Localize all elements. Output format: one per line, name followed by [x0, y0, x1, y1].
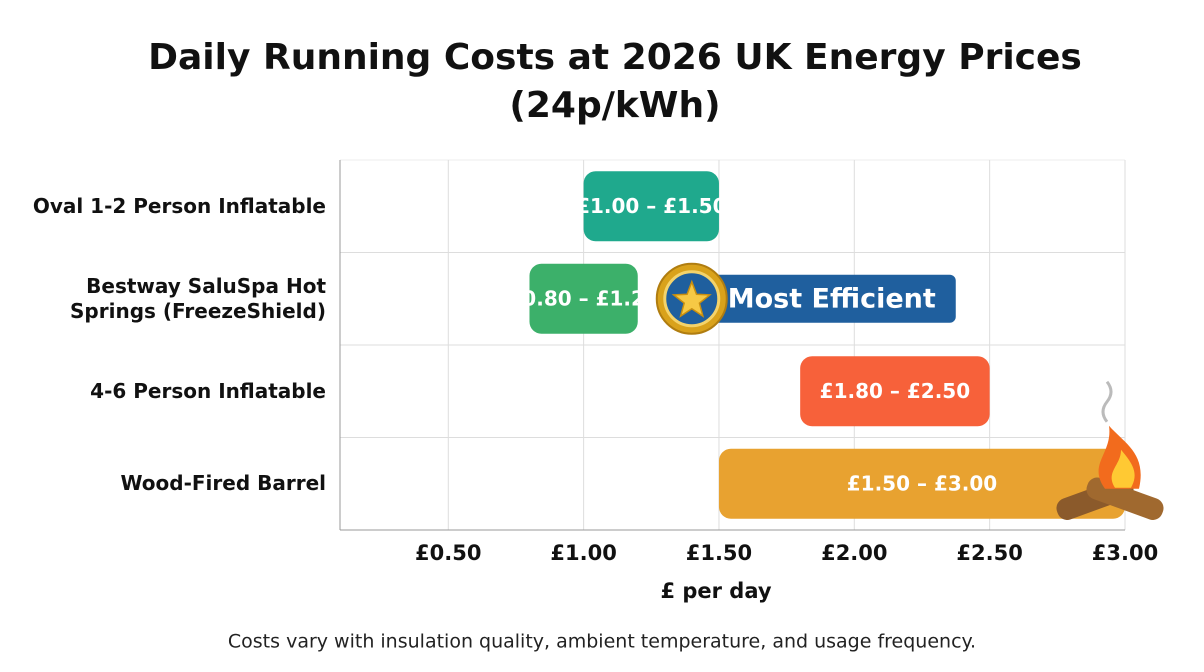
- x-tick-label: £1.50: [686, 541, 752, 565]
- annotation-box: [691, 274, 956, 323]
- annotation: Most Efficient: [728, 283, 936, 314]
- x-tick-label: £0.50: [415, 541, 481, 565]
- bar: [529, 263, 638, 334]
- x-axis-label: £ per day: [660, 579, 771, 603]
- value-label: £1.50 – £3.00: [847, 471, 997, 495]
- bar: [800, 356, 990, 427]
- flame-icon: [1111, 449, 1135, 488]
- value-label: £0.80 – £1.20: [508, 286, 658, 310]
- chart-title: Daily Running Costs at 2026 UK Energy Pr…: [148, 37, 1082, 126]
- value-label: £1.00 – £1.50: [576, 194, 726, 218]
- bar: [718, 448, 1125, 519]
- bar: [583, 171, 719, 242]
- footnote: Costs vary with insulation quality, ambi…: [228, 631, 976, 653]
- x-tick-label: £2.50: [956, 541, 1022, 565]
- y-tick-label: 4-6 Person Inflatable: [90, 378, 326, 403]
- value-label: £1.80 – £2.50: [820, 379, 970, 403]
- x-tick-label: £1.00: [550, 541, 616, 565]
- y-tick-label: Bestway SaluSpa Hot Springs (FreezeShiel…: [70, 273, 326, 323]
- x-tick-label: £2.00: [821, 541, 887, 565]
- x-tick-label: £3.00: [1092, 541, 1158, 565]
- star-icon: [671, 279, 712, 318]
- y-tick-label: Wood-Fired Barrel: [120, 471, 326, 496]
- y-tick-label: Oval 1-2 Person Inflatable: [32, 193, 326, 218]
- smoke-icon: [1101, 380, 1113, 423]
